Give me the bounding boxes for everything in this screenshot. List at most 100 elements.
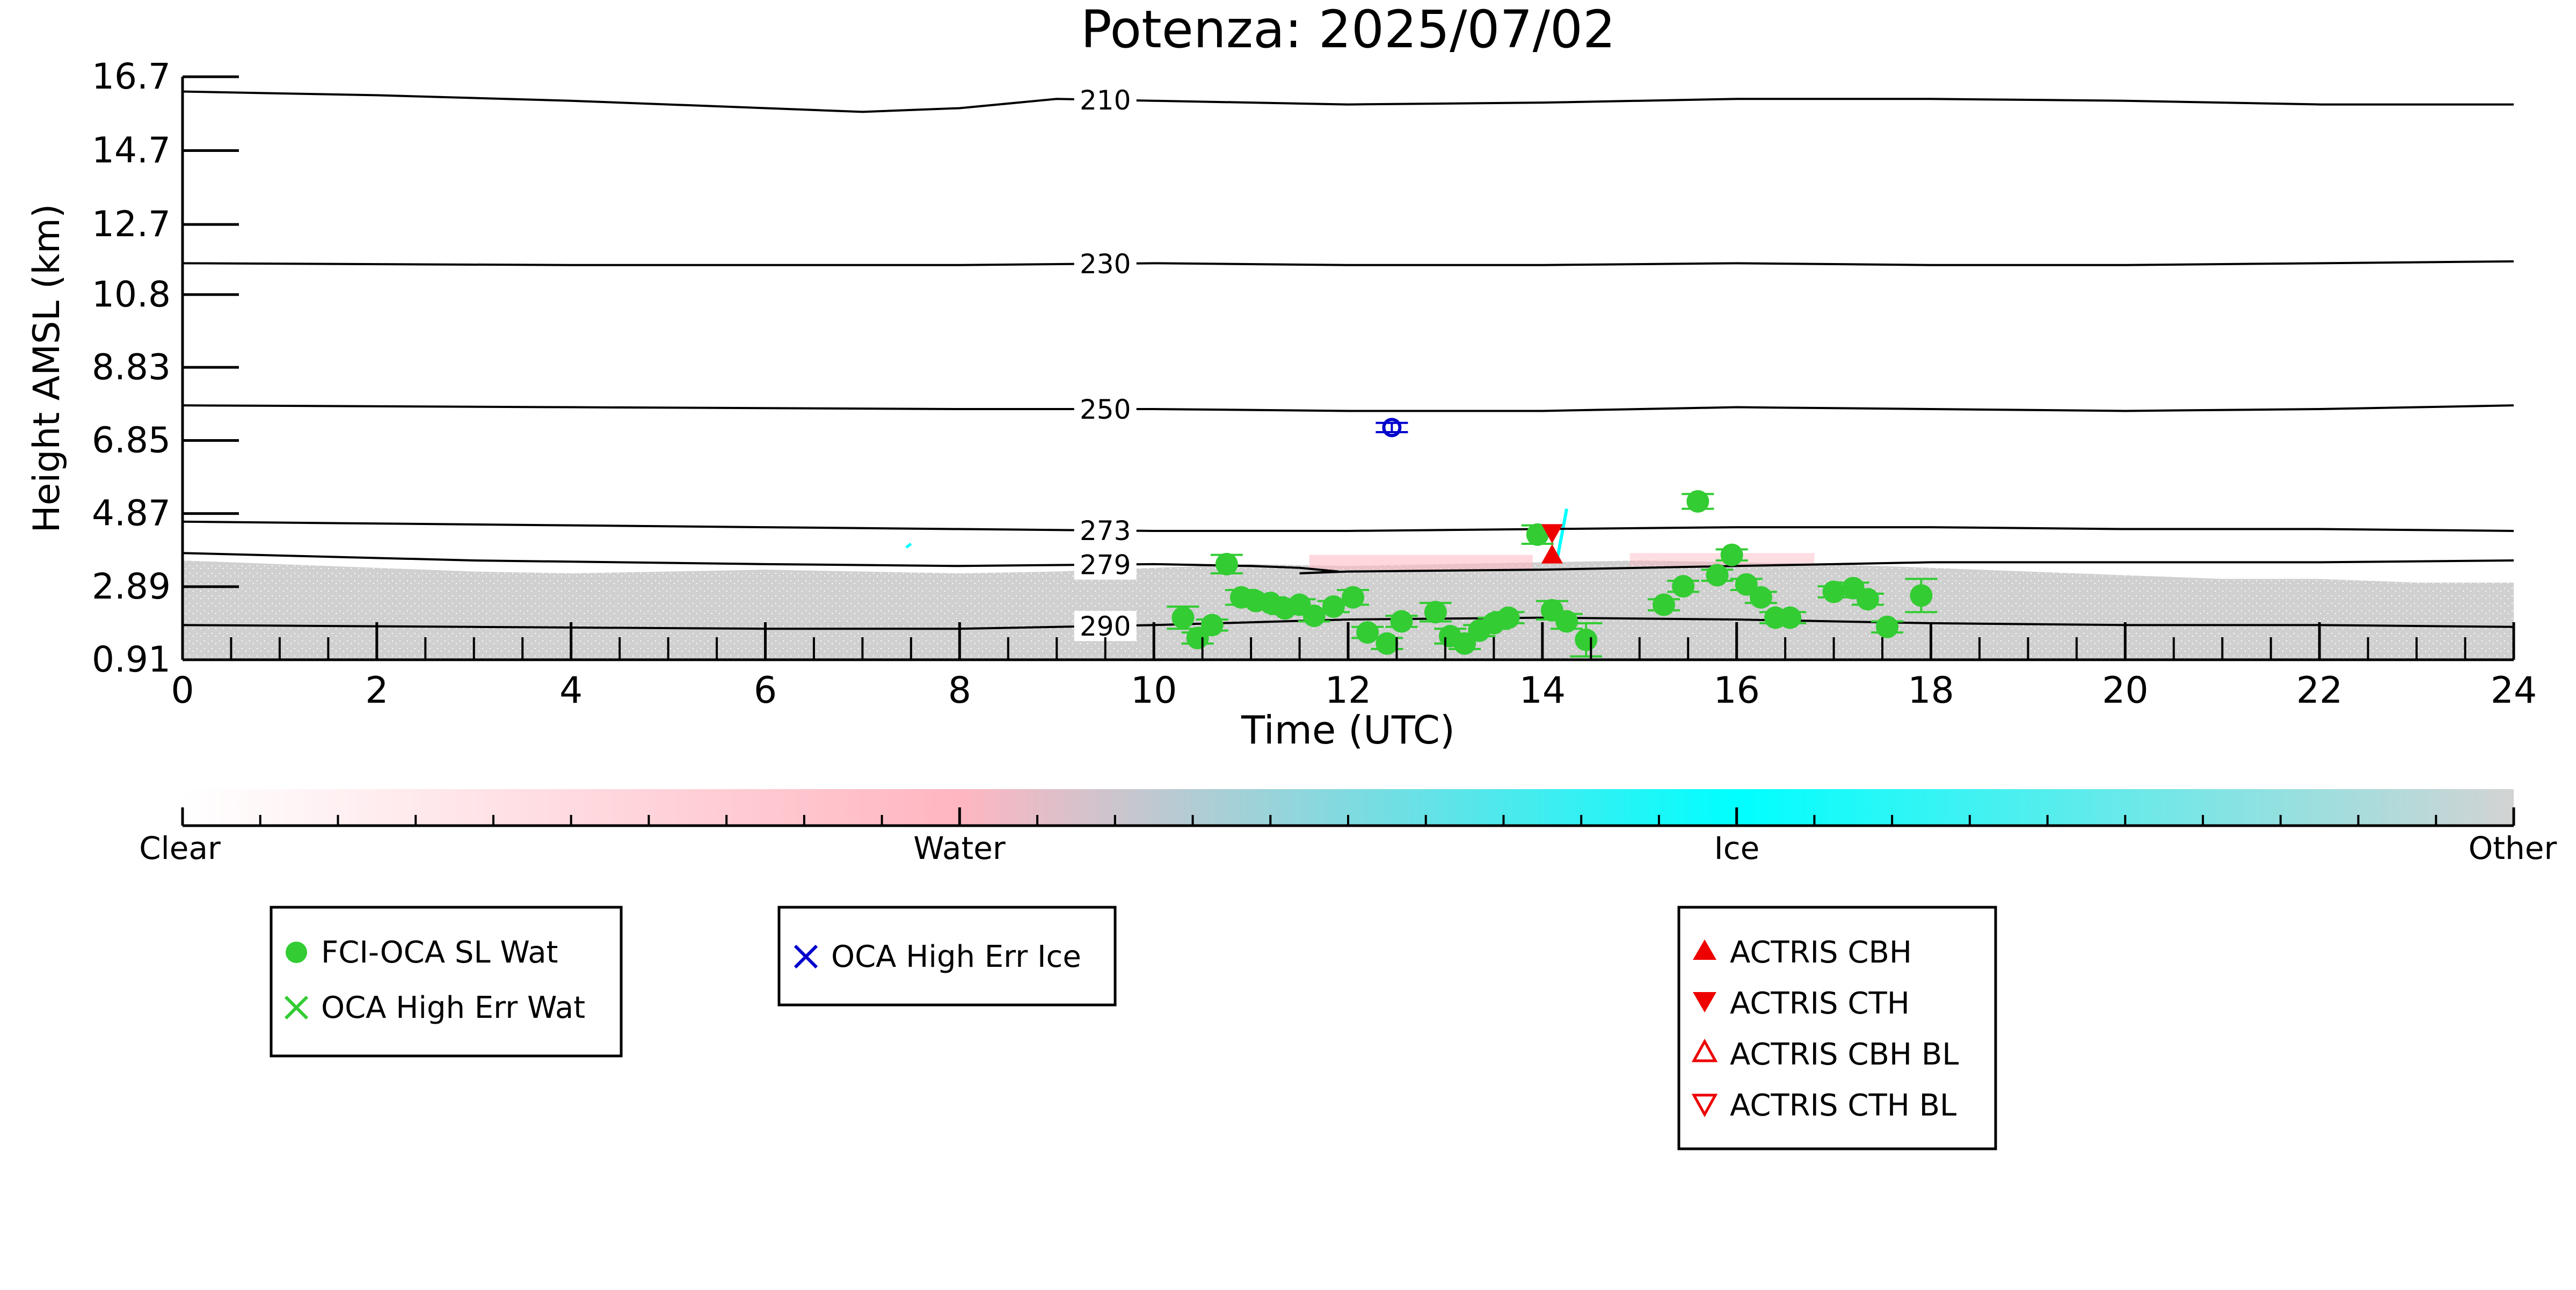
x-tick-label: 24 <box>2491 669 2537 712</box>
isotherm-230 <box>183 260 2514 266</box>
isotherm-label-273: 273 <box>1080 515 1131 546</box>
point-fci-oca-sl-wat <box>1735 573 1758 596</box>
point-oca-high-err-ice <box>1382 418 1402 438</box>
x-tick-label: 10 <box>1131 669 1177 712</box>
point-fci-oca-sl-wat <box>1706 564 1729 587</box>
legend-marker-actris-cbh-bl <box>1691 1038 1718 1062</box>
y-tick-label: 4.87 <box>92 493 171 534</box>
legend-box-actris: ACTRIS CBH ACTRIS CTH ACTRIS CBH BL ACTR… <box>1677 906 1997 1150</box>
legend-label-fci-oca-sl-wat: FCI-OCA SL Wat <box>321 935 558 970</box>
isotherm-layer: 210 230 250 273 279 290 <box>183 84 2514 642</box>
x-tick-label: 8 <box>948 669 971 712</box>
legend-label-actris-cth-bl: ACTRIS CTH BL <box>1730 1088 1956 1123</box>
colorbar-label-ice: Ice <box>1714 830 1760 866</box>
isotherm-label-250: 250 <box>1080 394 1131 425</box>
legend-label-actris-cbh-bl: ACTRIS CBH BL <box>1730 1037 1959 1072</box>
legend-label-actris-cth: ACTRIS CTH <box>1730 986 1910 1021</box>
y-tick-label: 10.8 <box>92 274 171 315</box>
x-tick-label: 2 <box>365 669 388 712</box>
legend-marker-oca-high-err-wat <box>284 995 309 1020</box>
colorbar-ticks <box>181 807 2515 827</box>
x-tick-label: 4 <box>559 669 583 712</box>
chart-title: Potenza: 2025/07/02 <box>1081 0 1616 60</box>
cloud-mask-ice-streak <box>1555 508 1569 561</box>
x-tick-label: 12 <box>1325 669 1372 712</box>
point-fci-oca-sl-wat <box>1200 614 1224 637</box>
isotherm-label-bg-210 <box>1074 84 1137 115</box>
x-axis-label: Time (UTC) <box>1241 708 1455 753</box>
legend-marker-fci-oca-sl-wat <box>286 942 307 963</box>
point-fci-oca-sl-wat <box>1876 615 1899 638</box>
point-fci-oca-sl-wat <box>1390 610 1413 633</box>
point-fci-oca-sl-wat <box>1342 586 1365 609</box>
isotherm-290 <box>183 616 2514 630</box>
point-fci-oca-sl-wat <box>1555 610 1578 633</box>
x-tick-label: 16 <box>1713 669 1760 712</box>
point-fci-oca-sl-wat <box>1356 621 1379 644</box>
legend-box-water: FCI-OCA SL Wat OCA High Err Wat <box>270 906 623 1058</box>
x-tick-label: 22 <box>2296 669 2343 712</box>
point-actris-cbh <box>1541 544 1563 564</box>
isotherm-279 <box>183 552 2514 575</box>
legend-marker-actris-cth-bl <box>1691 1094 1718 1118</box>
point-fci-oca-sl-wat <box>1779 606 1802 629</box>
point-fci-oca-sl-wat <box>1749 586 1772 609</box>
series-layer <box>1167 418 1938 658</box>
y-axis-label: Height AMSL (km) <box>26 204 68 533</box>
x-tick-label: 14 <box>1519 669 1566 712</box>
legend-marker-actris-cth <box>1693 992 1716 1012</box>
legend-marker-actris-cbh <box>1693 939 1716 960</box>
point-fci-oca-sl-wat <box>1686 490 1709 513</box>
point-fci-oca-sl-wat <box>1215 552 1238 575</box>
y-tick-label: 12.7 <box>92 203 171 245</box>
axes-layer: 0 2 4 6 8 10 12 14 16 18 20 22 240.912.894.876.858.8… <box>92 56 2537 712</box>
legend-label-oca-high-err-wat: OCA High Err Wat <box>321 990 585 1025</box>
legend-label-actris-cbh: ACTRIS CBH <box>1730 935 1912 970</box>
colorbar-label-clear: Clear <box>139 830 221 866</box>
x-tick-label: 18 <box>1908 669 1954 712</box>
isotherm-label-bg-279 <box>1074 549 1137 580</box>
legend-label-oca-high-err-ice: OCA High Err Ice <box>831 939 1081 974</box>
point-fci-oca-sl-wat <box>1497 606 1520 629</box>
point-fci-oca-sl-wat <box>1322 595 1345 618</box>
point-fci-oca-sl-wat <box>1171 606 1195 629</box>
cloud-mask-water-patch <box>1309 555 1533 570</box>
isotherm-label-bg-230 <box>1074 249 1137 279</box>
isotherm-label-bg-273 <box>1074 515 1137 546</box>
x-tick-label: 6 <box>754 669 777 712</box>
legend-box-ice: OCA High Err Ice <box>777 906 1117 1007</box>
isotherm-label-bg-250 <box>1074 393 1137 424</box>
isotherm-label-bg-290 <box>1074 611 1137 642</box>
x-tick-label: 20 <box>2102 669 2149 712</box>
y-tick-label: 2.89 <box>92 566 171 607</box>
point-fci-oca-sl-wat <box>1575 628 1598 651</box>
point-fci-oca-sl-wat <box>1424 601 1447 624</box>
point-fci-oca-sl-wat <box>1910 584 1933 607</box>
point-fci-oca-sl-wat <box>1822 580 1845 603</box>
point-fci-oca-sl-wat <box>1526 523 1549 546</box>
legend-marker-oca-high-err-ice <box>794 944 818 969</box>
isotherm-label-230: 230 <box>1080 249 1131 280</box>
isotherm-label-279: 279 <box>1080 550 1131 581</box>
point-fci-oca-sl-wat <box>1856 588 1879 611</box>
point-fci-oca-sl-wat <box>1652 593 1675 616</box>
y-tick-label: 6.85 <box>92 419 171 461</box>
y-tick-label: 16.7 <box>92 56 171 97</box>
point-fci-oca-sl-wat <box>1720 543 1743 566</box>
y-tick-label: 8.83 <box>92 346 171 388</box>
x-tick-label: 0 <box>171 669 194 712</box>
isotherm-label-210: 210 <box>1080 85 1131 116</box>
point-fci-oca-sl-wat <box>1376 632 1399 655</box>
cloud-mask-ice-streak <box>905 543 912 549</box>
colorbar-label-water: Water <box>913 830 1006 866</box>
colorbar: Clear Water Ice Other <box>139 789 2557 866</box>
point-fci-oca-sl-wat <box>1302 604 1326 628</box>
y-tick-label: 14.7 <box>92 130 171 171</box>
point-actris-cth <box>1541 524 1563 544</box>
isotherm-250 <box>183 404 2514 412</box>
point-fci-oca-sl-wat <box>1453 632 1476 655</box>
isotherm-210 <box>183 90 2514 113</box>
y-tick-label: 0.91 <box>92 639 171 680</box>
